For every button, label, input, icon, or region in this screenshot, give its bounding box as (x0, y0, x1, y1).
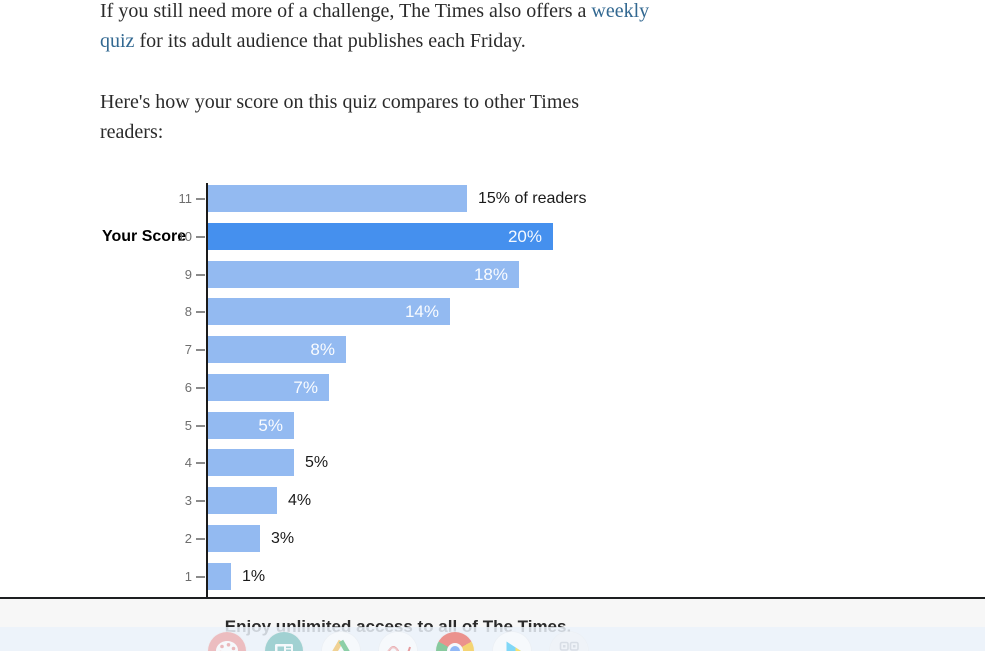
y-axis-tick-label: 4 (184, 455, 192, 470)
banner-app-strip (0, 627, 985, 651)
bar (208, 412, 294, 439)
bar-value-label: 5% (305, 454, 329, 471)
y-axis-tick-label: 5 (184, 418, 192, 433)
bar-row-score-11: 11 15% of readers (0, 185, 985, 212)
tick-mark (196, 500, 205, 502)
bar (208, 487, 277, 514)
bar-value-label: 14% (404, 302, 439, 321)
bar-row-score-1: 1 1% (0, 563, 985, 590)
bar-value-label: 7% (293, 378, 318, 397)
bar (208, 449, 294, 476)
bar (208, 261, 519, 288)
bar-row-score-2: 2 3% (0, 525, 985, 552)
highlighted-bar (208, 223, 553, 250)
bar-value-label: 20% (507, 227, 542, 246)
bar-value-label: 4% (288, 492, 312, 509)
chrome-hub (447, 643, 463, 651)
newspaper-icon (265, 632, 303, 651)
tick-mark (196, 538, 205, 540)
y-axis-tick-label: 10 (177, 229, 192, 244)
y-axis-tick-label: 2 (184, 531, 192, 546)
score-comparison-paragraph: Here's how your score on this quiz compa… (100, 91, 580, 143)
y-axis-tick-label: 9 (184, 267, 192, 282)
y-axis-tick-label: 11 (178, 191, 193, 206)
bar-row-score-10: 10 20% (0, 223, 985, 250)
y-axis-tick-label: 8 (184, 304, 192, 319)
bar-row-score-4: 4 5% (0, 449, 985, 476)
bar (208, 298, 450, 325)
intro-paragraph: If you still need more of a challenge, T… (100, 0, 740, 56)
google-play-icon (493, 632, 531, 651)
google-drive-icon (322, 632, 360, 651)
bar (208, 336, 346, 363)
intro-text-after-link: for its adult audience that publishes ea… (134, 30, 526, 52)
intro-text-before-link: If you still need more of a challenge, T… (100, 0, 592, 22)
tick-mark (196, 349, 205, 351)
y-axis-tick-label: 3 (184, 493, 192, 508)
bar-row-score-9: 9 18% (0, 261, 985, 288)
y-axis-tick-label: 7 (184, 342, 192, 357)
bar-value-label: 15% of readers (478, 190, 587, 207)
weekly-quiz-link[interactable]: weekly quiz (100, 0, 650, 52)
subscription-banner[interactable]: Enjoy unlimited access to all of The Tim… (0, 597, 985, 651)
bar-row-score-5: 5 5% (0, 412, 985, 439)
bar (208, 563, 231, 590)
bar (208, 185, 467, 212)
your-score-annotation: Your Score (102, 228, 187, 245)
palette-icon (208, 632, 246, 651)
tick-mark (196, 462, 205, 464)
bar-row-score-6: 6 7% (0, 374, 985, 401)
bar (208, 374, 329, 401)
tick-mark (196, 274, 205, 276)
tick-mark (196, 236, 205, 238)
bar-value-label: 18% (473, 265, 508, 284)
bar-row-score-3: 3 4% (0, 487, 985, 514)
bar-value-label: 1% (242, 568, 266, 585)
tick-mark (196, 387, 205, 389)
tick-mark (196, 425, 205, 427)
y-axis-line (206, 183, 208, 597)
bar-value-label: 5% (258, 416, 283, 435)
chrome-icon (436, 632, 474, 651)
y-axis-tick-label: 1 (184, 569, 192, 584)
bar-value-label: 8% (310, 340, 335, 359)
score-distribution-chart: Your Score 11 15% of readers 10 20% 9 18% 8 14%… (0, 183, 985, 598)
bar-value-label: 3% (271, 530, 295, 547)
squiggle-chart-icon (379, 632, 417, 651)
tick-mark (196, 198, 205, 200)
bar-row-score-8: 8 14% (0, 298, 985, 325)
app-icons-row (208, 632, 588, 651)
y-axis-tick-label: 6 (184, 380, 192, 395)
app-grid-icon (550, 632, 588, 651)
bar-row-score-7: 7 8% (0, 336, 985, 363)
bar (208, 525, 260, 552)
article-text-block: If you still need more of a challenge, T… (100, 0, 740, 178)
tick-mark (196, 311, 205, 313)
tick-mark (196, 576, 205, 578)
